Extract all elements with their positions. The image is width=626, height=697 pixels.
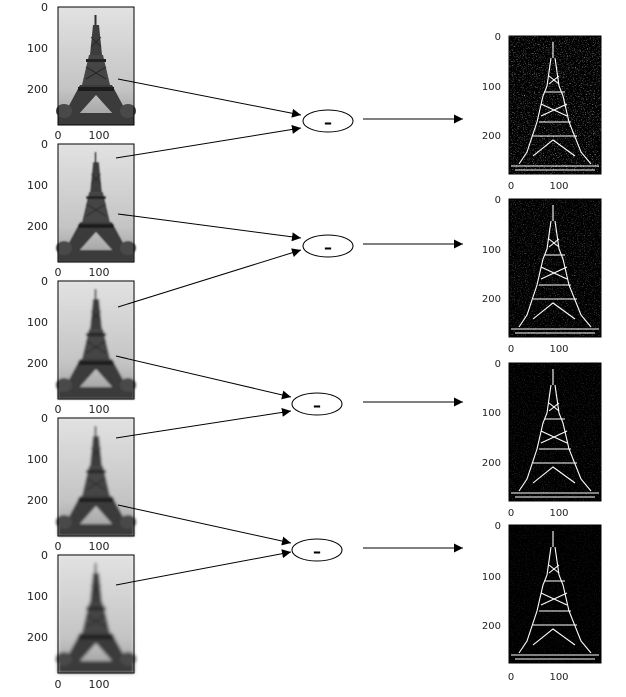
x-tick: 100	[549, 344, 568, 355]
x-tick: 0	[55, 678, 62, 691]
subtract-node-4: –	[291, 538, 343, 562]
y-tick: 0	[495, 32, 501, 43]
left-panel-5-ticks: 0 100 200 0 100	[27, 549, 110, 691]
y-tick: 0	[495, 521, 501, 532]
y-tick: 100	[27, 590, 48, 603]
subtract-node-1: –	[302, 109, 354, 133]
arrow	[115, 355, 292, 400]
arrows	[115, 78, 463, 586]
x-tick: 0	[55, 266, 62, 279]
subtract-node-3: –	[291, 392, 343, 416]
left-panel-2-ticks: 0 100 200 0 100	[27, 138, 110, 279]
arrow	[117, 504, 292, 546]
y-tick: 200	[27, 631, 48, 644]
left-panel-3	[55, 280, 137, 400]
right-panel-1-ticks: 0 100 200 0 100	[482, 32, 569, 192]
y-tick: 100	[27, 453, 48, 466]
y-tick: 200	[27, 357, 48, 370]
right-panel-4-ticks: 0 100 200 0 100	[482, 521, 569, 683]
minus-symbol: –	[313, 542, 321, 561]
x-tick: 100	[549, 672, 568, 683]
x-tick: 0	[55, 403, 62, 416]
right-panel-4	[508, 524, 602, 664]
right-panel-2	[508, 198, 602, 338]
arrow	[115, 407, 292, 439]
right-panel-3-ticks: 0 100 200 0 100	[482, 359, 569, 519]
y-tick: 100	[482, 82, 501, 93]
x-tick: 0	[508, 508, 514, 519]
left-panel-4	[55, 417, 137, 537]
x-tick: 0	[55, 129, 62, 142]
minus-symbol: –	[324, 238, 332, 257]
x-tick: 100	[89, 129, 110, 142]
x-tick: 0	[508, 181, 514, 192]
arrow	[115, 124, 302, 159]
y-tick: 200	[27, 494, 48, 507]
left-panel-1	[55, 6, 137, 126]
x-tick: 100	[89, 678, 110, 691]
right-panel-1	[508, 35, 602, 175]
x-tick: 0	[508, 344, 514, 355]
x-tick: 0	[55, 540, 62, 553]
y-tick: 100	[482, 408, 501, 419]
y-tick: 200	[482, 458, 501, 469]
y-tick: 0	[41, 138, 48, 151]
left-panel-3-ticks: 0 100 200 0 100	[27, 275, 110, 416]
y-tick: 0	[41, 412, 48, 425]
y-tick: 200	[482, 131, 501, 142]
arrow	[117, 78, 302, 118]
arrow	[115, 549, 292, 586]
y-tick: 0	[41, 549, 48, 562]
y-tick: 0	[495, 359, 501, 370]
y-tick: 100	[27, 42, 48, 55]
x-tick: 100	[549, 508, 568, 519]
y-tick: 100	[27, 316, 48, 329]
x-tick: 100	[89, 266, 110, 279]
y-tick: 100	[482, 572, 501, 583]
y-tick: 200	[482, 294, 501, 305]
x-tick: 100	[89, 540, 110, 553]
x-tick: 0	[508, 672, 514, 683]
arrow	[117, 248, 302, 308]
y-tick: 200	[27, 83, 48, 96]
minus-symbol: –	[324, 113, 332, 132]
left-panel-4-ticks: 0 100 200 0 100	[27, 412, 110, 553]
subtract-node-2: –	[302, 234, 354, 258]
right-panel-3	[508, 362, 602, 502]
left-panel-2	[55, 143, 137, 263]
y-tick: 200	[482, 621, 501, 632]
y-tick: 100	[482, 245, 501, 256]
x-tick: 100	[89, 403, 110, 416]
y-tick: 0	[495, 195, 501, 206]
y-tick: 0	[41, 275, 48, 288]
left-panel-5	[55, 554, 137, 674]
left-panel-1-ticks: 0 100 200 0 100	[27, 1, 110, 142]
y-tick: 100	[27, 179, 48, 192]
minus-symbol: –	[313, 396, 321, 415]
right-panel-2-ticks: 0 100 200 0 100	[482, 195, 569, 355]
y-tick: 200	[27, 220, 48, 233]
x-tick: 100	[549, 181, 568, 192]
arrow	[117, 213, 302, 242]
y-tick: 0	[41, 1, 48, 14]
